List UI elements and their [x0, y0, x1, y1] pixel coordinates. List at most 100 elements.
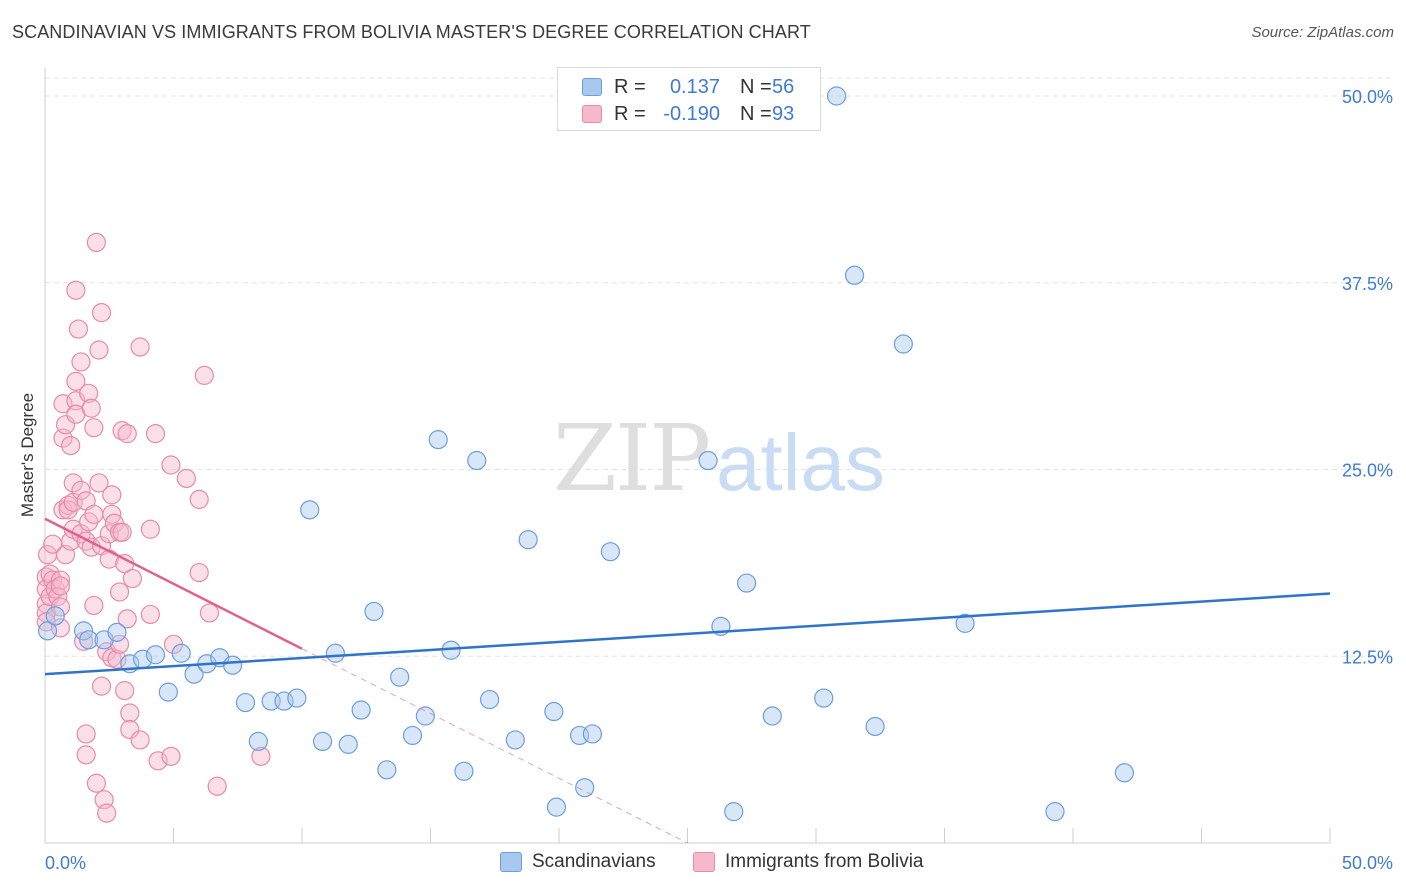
- series-bolivia-points: [36, 232, 271, 823]
- bottom-legend-bolivia: Immigrants from Bolivia: [693, 851, 924, 873]
- legend-row-scandinavians: R = 0.137 N = 56: [582, 74, 794, 100]
- point-scandinavians: [724, 802, 744, 822]
- point-bolivia: [130, 337, 150, 357]
- point-scandinavians: [454, 761, 474, 781]
- point-bolivia: [176, 468, 196, 489]
- point-scandinavians: [338, 734, 358, 754]
- legend-swatch-blue: [582, 78, 602, 96]
- point-bolivia: [122, 568, 142, 589]
- point-scandinavians: [377, 760, 397, 780]
- legend-r-label: R =: [614, 102, 646, 125]
- tick-labels: 12.5% 25.0% 37.5% 50.0% 0.0% 50.0%: [45, 87, 1393, 873]
- chart-title: SCANDINAVIAN VS IMMIGRANTS FROM BOLIVIA …: [12, 22, 811, 42]
- point-scandinavians: [402, 725, 423, 746]
- point-bolivia: [89, 473, 109, 493]
- point-bolivia: [109, 582, 130, 602]
- point-scandinavians: [826, 86, 847, 106]
- point-scandinavians: [893, 334, 913, 354]
- point-scandinavians: [300, 500, 320, 520]
- point-scandinavians: [351, 700, 371, 720]
- point-bolivia: [89, 340, 109, 360]
- point-bolivia: [161, 455, 181, 475]
- y-axis-label: Master's Degree: [18, 392, 37, 518]
- point-bolivia: [140, 604, 160, 625]
- point-bolivia: [71, 352, 91, 372]
- point-scandinavians: [145, 645, 166, 665]
- point-bolivia: [199, 603, 220, 623]
- point-bolivia: [115, 681, 135, 701]
- trend-lines: [44, 517, 1331, 844]
- point-scandinavians: [518, 530, 538, 550]
- point-scandinavians: [544, 701, 564, 722]
- point-bolivia: [63, 473, 83, 493]
- point-scandinavians: [865, 716, 885, 737]
- point-bolivia: [91, 676, 112, 696]
- legend-n-value: 56: [772, 75, 795, 98]
- point-bolivia: [189, 489, 209, 509]
- y-tick-label: 12.5%: [1342, 647, 1393, 667]
- y-tick-label: 50.0%: [1342, 87, 1393, 107]
- trend-line-bolivia: [44, 517, 303, 650]
- gridlines: [45, 77, 1392, 657]
- point-bolivia: [120, 719, 140, 740]
- point-scandinavians: [325, 643, 346, 663]
- point-scandinavians: [467, 450, 487, 471]
- point-bolivia: [55, 415, 76, 435]
- point-bolivia: [145, 424, 166, 444]
- point-bolivia: [251, 746, 271, 766]
- bottom-legend-label: Scandinavians: [532, 851, 656, 872]
- source-label: Source: ZipAtlas.com: [1251, 24, 1394, 41]
- point-scandinavians: [158, 682, 178, 702]
- legend-n-label: N =: [740, 75, 772, 98]
- point-bolivia: [79, 383, 99, 403]
- point-bolivia: [161, 746, 181, 766]
- point-scandinavians: [248, 731, 268, 752]
- point-bolivia: [112, 522, 132, 542]
- legend-swatch-pink: [582, 105, 602, 123]
- point-bolivia: [61, 435, 81, 456]
- point-bolivia: [117, 424, 137, 444]
- point-scandinavians: [37, 621, 58, 641]
- point-bolivia: [84, 595, 104, 616]
- point-scandinavians: [223, 655, 243, 675]
- point-bolivia: [140, 519, 160, 539]
- point-scandinavians: [390, 667, 410, 687]
- point-scandinavians: [955, 613, 975, 633]
- point-bolivia: [86, 773, 107, 793]
- bottom-legend-label: Immigrants from Bolivia: [725, 851, 924, 872]
- point-bolivia: [50, 576, 71, 596]
- legend-n-value: 93: [772, 102, 795, 125]
- point-bolivia: [207, 776, 227, 796]
- point-bolivia: [76, 724, 96, 744]
- legend-r-label: R =: [614, 75, 646, 98]
- point-scandinavians: [171, 643, 191, 663]
- legend-r-value: -0.190: [663, 102, 720, 125]
- point-scandinavians: [287, 688, 307, 708]
- point-bolivia: [66, 371, 86, 391]
- x-tick-label: 50.0%: [1342, 853, 1393, 873]
- point-scandinavians: [480, 689, 500, 710]
- point-scandinavians: [505, 730, 525, 750]
- point-bolivia: [50, 570, 71, 590]
- point-scandinavians: [1045, 802, 1065, 822]
- y-tick-label: 25.0%: [1342, 461, 1393, 481]
- point-bolivia: [68, 319, 89, 339]
- point-scandinavians: [235, 692, 256, 713]
- watermark-atlas: atlas: [716, 418, 885, 507]
- point-bolivia: [71, 480, 91, 501]
- point-scandinavians: [364, 601, 384, 622]
- stats-legend: R = 0.137 N = 56 R = -0.190 N = 93: [557, 67, 821, 131]
- point-bolivia: [97, 803, 117, 823]
- point-scandinavians: [79, 630, 99, 650]
- watermark-zip: ZIP: [553, 405, 709, 512]
- point-scandinavians: [428, 430, 448, 450]
- point-bolivia: [86, 232, 107, 253]
- point-bolivia: [81, 398, 101, 418]
- point-bolivia: [102, 485, 122, 505]
- point-bolivia: [91, 303, 112, 323]
- point-bolivia: [194, 365, 214, 385]
- point-bolivia: [120, 703, 140, 723]
- bottom-legend-scandinavians: Scandinavians: [500, 851, 656, 873]
- point-scandinavians: [698, 450, 718, 471]
